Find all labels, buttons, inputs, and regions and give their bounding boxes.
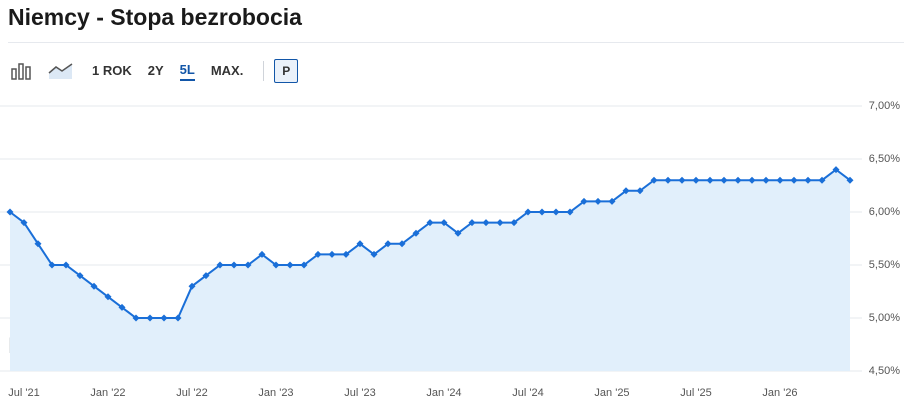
marker: [398, 240, 406, 248]
toolbar: 1 ROK 2Y 5L MAX. P: [8, 58, 299, 84]
marker: [454, 229, 462, 237]
x-tick-label: Jul '21: [8, 387, 39, 399]
marker: [818, 176, 826, 184]
marker: [510, 219, 518, 227]
marker: [496, 219, 504, 227]
range-button[interactable]: 2Y: [147, 62, 164, 78]
marker: [244, 261, 252, 269]
y-tick-label: 7,00%: [869, 100, 900, 112]
y-tick-label: 4,50%: [869, 365, 900, 377]
marker: [20, 219, 28, 227]
marker: [342, 250, 350, 258]
marker: [356, 240, 364, 248]
marker: [608, 197, 616, 205]
x-tick-label: Jan '26: [762, 387, 797, 399]
marker: [524, 208, 532, 216]
p-button[interactable]: P: [274, 59, 299, 83]
y-tick-label: 5,50%: [869, 259, 900, 271]
marker: [664, 176, 672, 184]
marker: [174, 314, 182, 322]
divider: [8, 42, 904, 43]
x-tick-label: Jul '24: [512, 387, 543, 399]
marker: [790, 176, 798, 184]
y-tick-label: 6,00%: [869, 206, 900, 218]
marker: [146, 314, 154, 322]
x-tick-label: Jan '23: [258, 387, 293, 399]
marker: [762, 176, 770, 184]
marker: [748, 176, 756, 184]
x-tick-label: Jul '25: [680, 387, 711, 399]
marker: [412, 229, 420, 237]
marker: [594, 197, 602, 205]
chart-title: Niemcy - Stopa bezrobocia: [8, 4, 302, 30]
marker: [468, 219, 476, 227]
marker: [272, 261, 280, 269]
marker: [314, 250, 322, 258]
range-button[interactable]: MAX.: [210, 62, 244, 78]
marker: [804, 176, 812, 184]
marker: [370, 250, 378, 258]
marker: [48, 261, 56, 269]
x-tick-label: Jul '22: [176, 387, 207, 399]
marker: [622, 187, 630, 195]
y-tick-label: 6,50%: [869, 153, 900, 165]
marker: [258, 250, 266, 258]
marker: [692, 176, 700, 184]
marker: [188, 282, 196, 290]
range-button[interactable]: 5L: [179, 62, 195, 81]
marker: [636, 187, 644, 195]
marker: [776, 176, 784, 184]
area-chart-icon[interactable]: [46, 59, 76, 83]
area: [10, 169, 850, 371]
marker: [6, 208, 14, 216]
marker: [90, 282, 98, 290]
marker: [678, 176, 686, 184]
marker: [832, 166, 840, 174]
marker: [720, 176, 728, 184]
marker: [706, 176, 714, 184]
marker: [650, 176, 658, 184]
marker: [76, 272, 84, 280]
marker: [118, 303, 126, 311]
marker: [538, 208, 546, 216]
marker: [846, 176, 854, 184]
x-tick-label: Jan '25: [594, 387, 629, 399]
marker: [552, 208, 560, 216]
marker: [160, 314, 168, 322]
x-tick-label: Jan '24: [426, 387, 461, 399]
marker: [62, 261, 70, 269]
marker: [384, 240, 392, 248]
range-button[interactable]: 1 ROK: [92, 62, 132, 78]
marker: [482, 219, 490, 227]
marker: [230, 261, 238, 269]
marker: [328, 250, 336, 258]
marker: [286, 261, 294, 269]
x-tick-label: Jul '23: [344, 387, 375, 399]
marker: [580, 197, 588, 205]
separator: [263, 61, 265, 81]
marker: [34, 240, 42, 248]
x-tick-label: Jan '22: [90, 387, 125, 399]
marker: [300, 261, 308, 269]
marker: [734, 176, 742, 184]
y-tick-label: 5,00%: [869, 312, 900, 324]
bar-chart-icon[interactable]: [8, 59, 38, 83]
marker: [216, 261, 224, 269]
marker: [104, 293, 112, 301]
marker: [440, 219, 448, 227]
marker: [426, 219, 434, 227]
marker: [132, 314, 140, 322]
marker: [566, 208, 574, 216]
marker: [202, 272, 210, 280]
